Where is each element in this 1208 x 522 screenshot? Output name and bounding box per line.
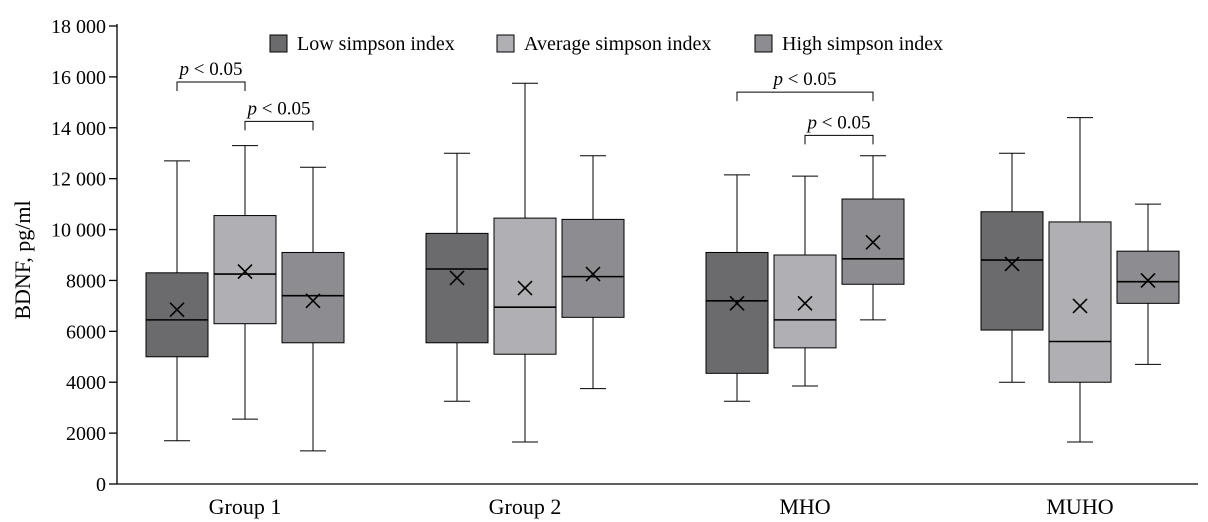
- significance-label: p < 0.05: [178, 59, 243, 80]
- legend-label: High simpson index: [782, 33, 943, 55]
- box-2-0: [281, 166, 345, 452]
- box-body: [145, 272, 209, 358]
- box-body: [1048, 221, 1112, 383]
- mean-marker: [237, 263, 253, 280]
- y-tick-label: 14 000: [51, 118, 106, 140]
- y-tick-label: 10 000: [51, 220, 106, 242]
- x-category-label: Group 1: [209, 494, 282, 519]
- bracket-line: [244, 120, 314, 131]
- mean-marker: [449, 270, 465, 286]
- legend-item: Low simpson index: [269, 33, 455, 55]
- bracket-line: [736, 91, 874, 102]
- box-body: [281, 251, 345, 344]
- legend-item: Average simpson index: [496, 33, 711, 55]
- boxes: [145, 82, 1180, 452]
- box-1-1: [493, 82, 557, 443]
- box-body: [213, 215, 277, 325]
- mean-marker: [865, 234, 881, 250]
- x-category-label: MHO: [779, 494, 830, 519]
- significance-bracket: p < 0.05: [244, 98, 314, 131]
- legend-swatch: [269, 34, 288, 53]
- y-tick-label: 2000: [66, 423, 106, 445]
- mean-marker: [1004, 256, 1020, 272]
- x-category-label: Group 2: [489, 494, 562, 519]
- y-tick-label: 0: [96, 474, 106, 496]
- legend-label: Low simpson index: [297, 33, 455, 55]
- mean-marker: [517, 280, 533, 296]
- legend-swatch: [496, 34, 515, 53]
- mean-marker: [169, 302, 185, 318]
- y-tick-label: 4000: [66, 372, 106, 394]
- bracket-line: [176, 81, 246, 91]
- box-body: [493, 217, 557, 355]
- significance-label: p < 0.05: [806, 112, 871, 133]
- x-category-label: MUHO: [1046, 494, 1113, 519]
- box-body: [980, 211, 1044, 331]
- box-0-3: [980, 152, 1044, 383]
- y-tick-label: 16 000: [51, 67, 106, 89]
- box-body: [425, 232, 489, 344]
- box-2-2: [841, 155, 905, 321]
- legend-label: Average simpson index: [524, 33, 711, 55]
- box-0-1: [425, 152, 489, 402]
- y-tick-label: 18 000: [51, 16, 106, 38]
- mean-marker: [305, 293, 321, 309]
- box-1-3: [1048, 117, 1112, 443]
- significance-bracket: p < 0.05: [736, 69, 874, 102]
- mean-marker: [729, 295, 745, 311]
- bracket-line: [804, 134, 874, 145]
- mean-marker: [797, 295, 813, 311]
- significance-bracket: p < 0.05: [176, 59, 246, 91]
- y-tick-label: 12 000: [51, 169, 106, 191]
- legend: Low simpson index Average simpson index Hi…: [269, 33, 943, 55]
- box-body: [1116, 250, 1180, 304]
- significance-label: p < 0.05: [246, 98, 311, 119]
- box-1-0: [213, 145, 277, 420]
- significance-bracket: p < 0.05: [804, 112, 874, 145]
- box-0-2: [705, 174, 769, 402]
- y-axis-label: BDNF, pg/ml: [10, 200, 35, 319]
- box-2-3: [1116, 203, 1180, 365]
- axes: 0 2000 4000 6000 8000 10 000 12 000 14 000 16 00…: [51, 16, 1198, 519]
- box-body: [773, 254, 837, 349]
- box-body: [561, 218, 625, 318]
- box-0-0: [145, 160, 209, 442]
- mean-marker: [1072, 298, 1088, 314]
- y-tick-label: 8000: [66, 270, 106, 292]
- legend-swatch: [754, 34, 773, 53]
- mean-marker: [1140, 272, 1156, 289]
- mean-marker: [585, 266, 601, 282]
- box-body: [705, 251, 769, 374]
- y-tick-label: 6000: [66, 321, 106, 343]
- legend-item: High simpson index: [754, 33, 943, 55]
- box-1-2: [773, 175, 837, 387]
- significance-annotations: p < 0.05p < 0.05p < 0.05p < 0.05: [176, 59, 874, 145]
- box-2-1: [561, 155, 625, 390]
- significance-label: p < 0.05: [772, 69, 837, 90]
